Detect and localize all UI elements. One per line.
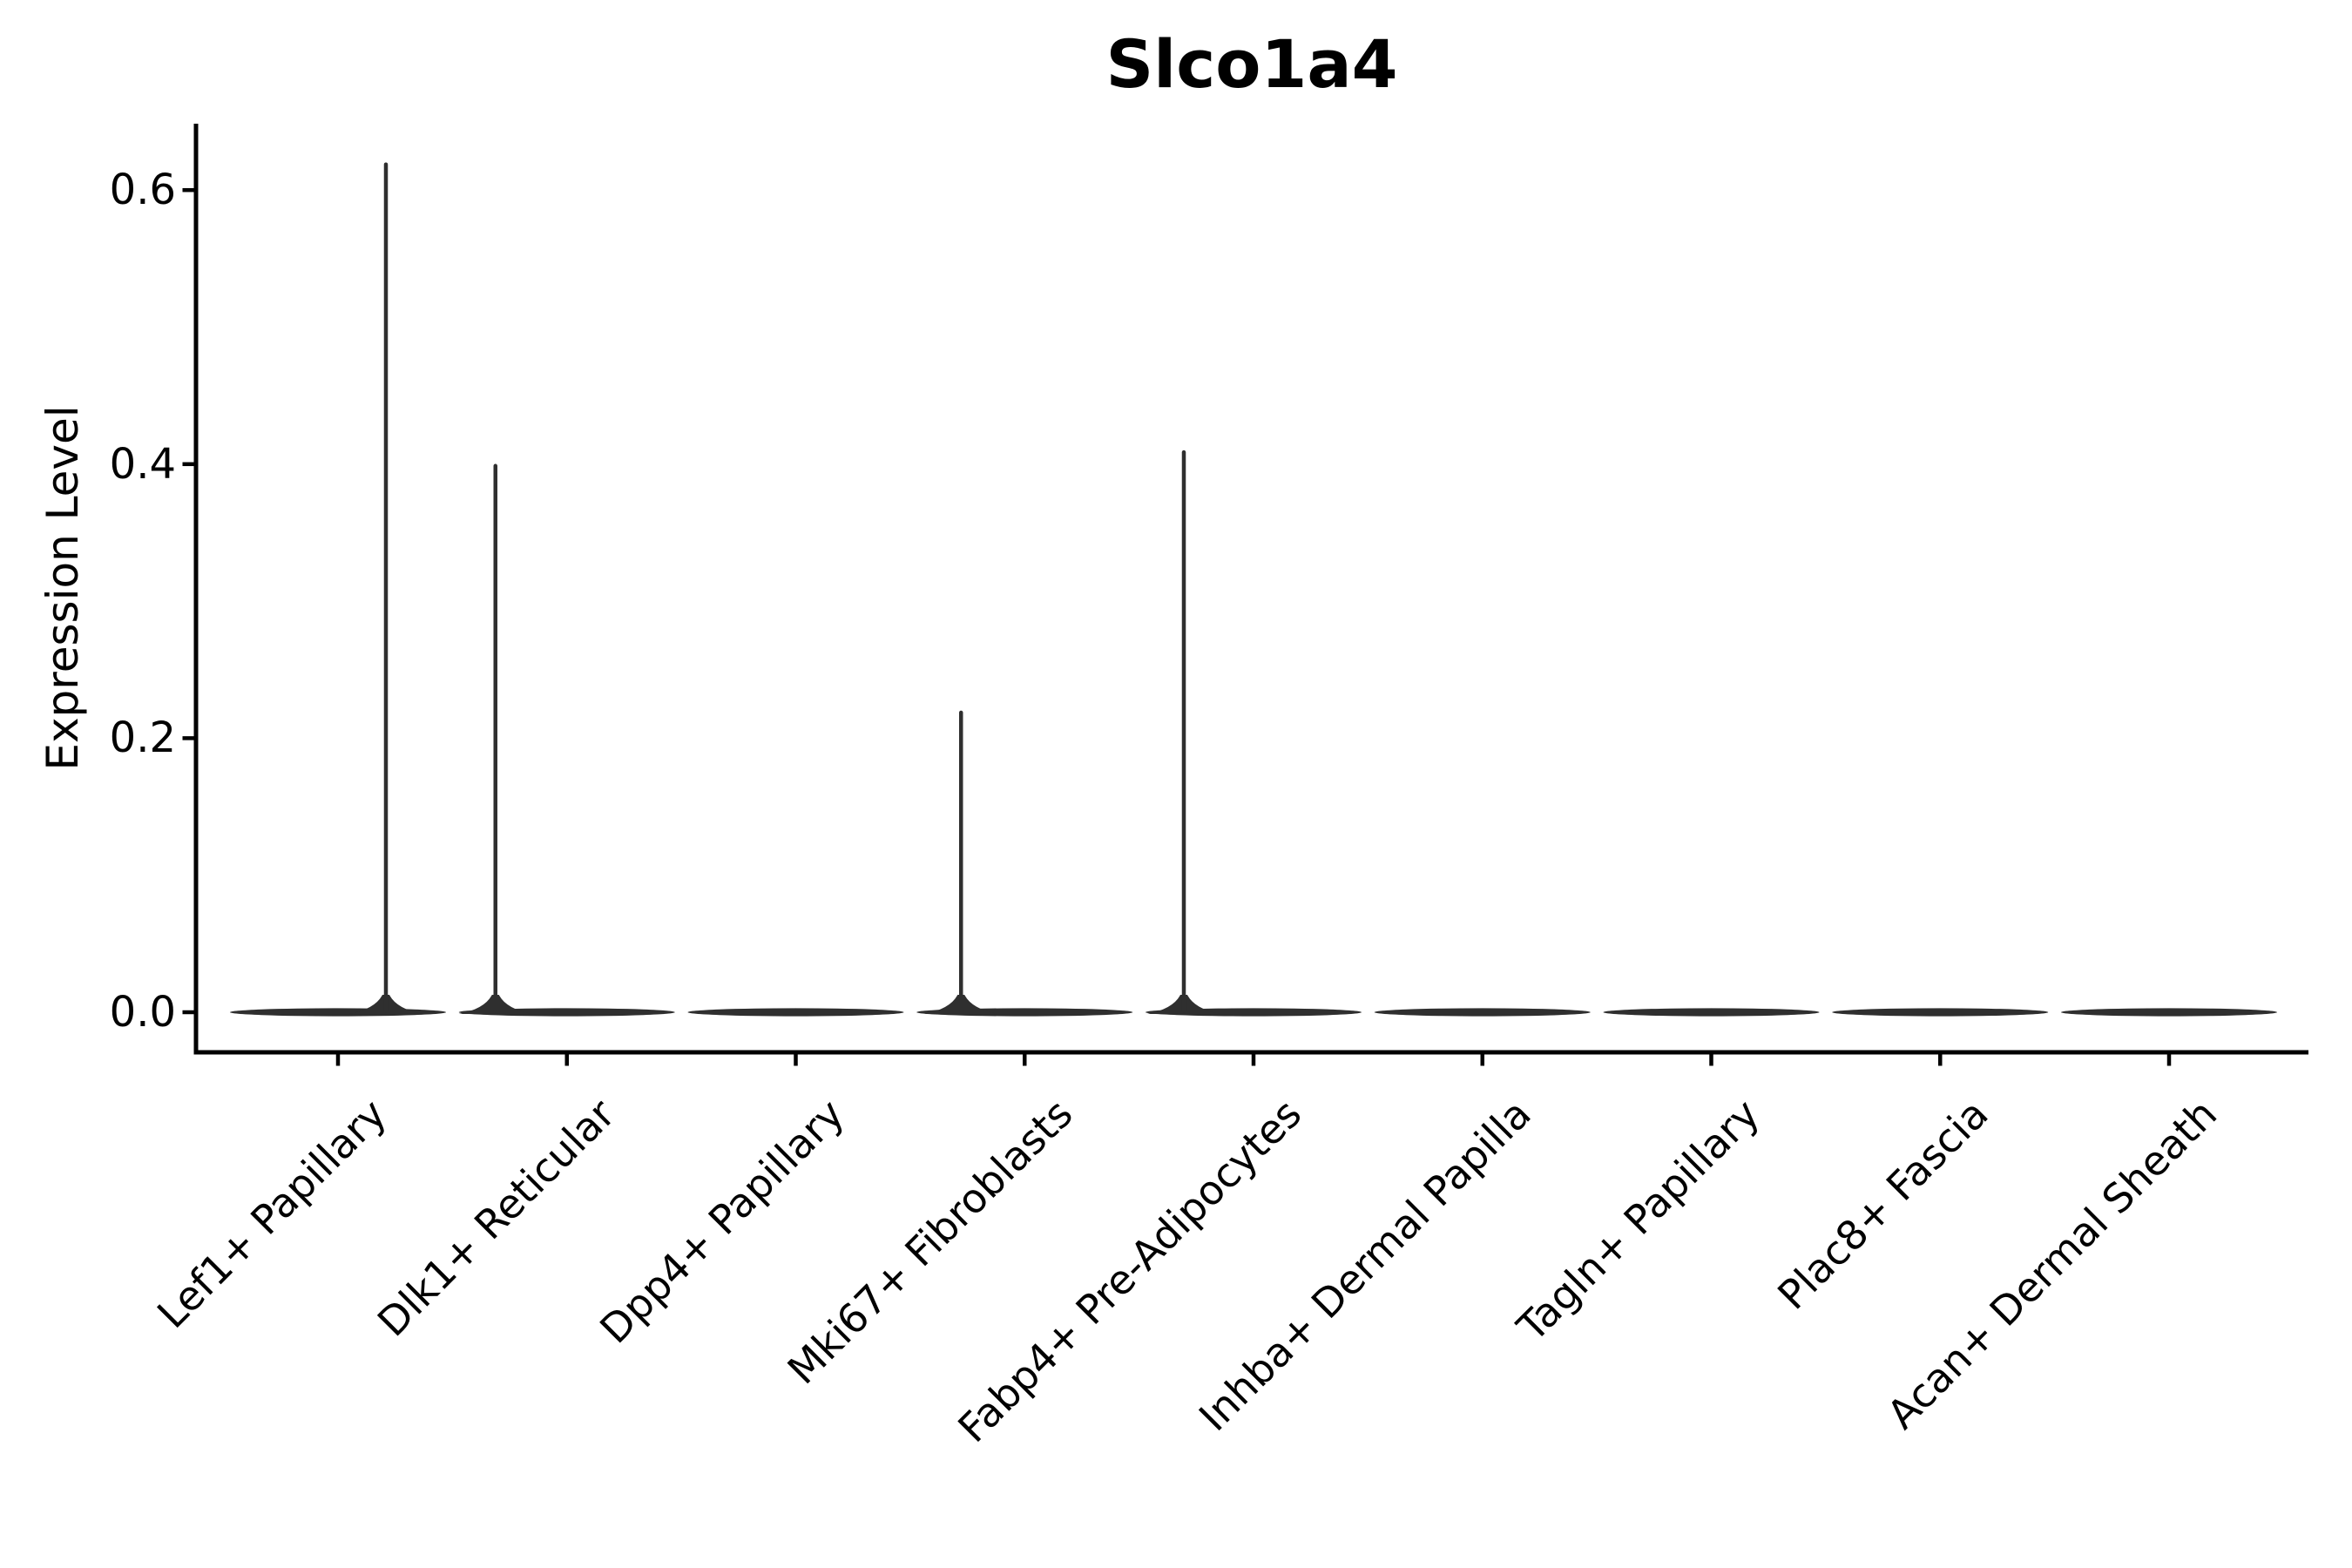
violin-body — [2061, 1008, 2277, 1017]
violin-body — [1374, 1008, 1591, 1017]
chart-title: Slco1a4 — [1105, 25, 1398, 103]
violin-body — [1603, 1008, 1820, 1017]
y-tick-label: 0.2 — [109, 713, 176, 763]
violin-body — [687, 1008, 904, 1017]
y-tick-label: 0.0 — [109, 988, 176, 1037]
violin-body — [1832, 1008, 2049, 1017]
y-tick-label: 0.4 — [109, 439, 176, 489]
y-tick-label: 0.6 — [109, 166, 176, 215]
